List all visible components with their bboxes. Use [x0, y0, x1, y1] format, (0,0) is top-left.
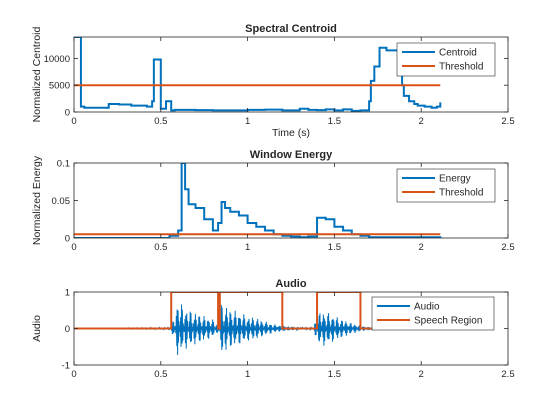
legend-entry: Energy	[439, 174, 471, 185]
series-energy-line	[74, 163, 442, 238]
x-tick-label: 0.5	[154, 369, 167, 380]
y-tick-label: 10000	[44, 54, 70, 65]
y-axis-label: Normalized Energy	[31, 155, 43, 245]
x-tick-label: 2.5	[501, 242, 514, 253]
x-axis-label: Time (s)	[272, 127, 310, 139]
y-tick-label: 1	[65, 288, 70, 299]
axes-box	[73, 36, 509, 113]
x-tick-label: 2.5	[501, 369, 514, 380]
legend-entry: Audio	[414, 302, 440, 313]
x-tick-label: 1	[245, 369, 250, 380]
series-centroid-line	[74, 37, 442, 112]
legend: Energy Threshold	[396, 168, 496, 203]
legend-entry: Threshold	[439, 188, 483, 199]
chart-title: Spectral Centroid	[245, 23, 337, 35]
legend-box	[396, 42, 496, 77]
x-tick-label: 0.5	[154, 242, 167, 253]
y-axis-label: Normalized Centroid	[31, 26, 43, 122]
x-tick-label: 2	[419, 116, 424, 127]
y-tick-label: 0.05	[52, 196, 71, 207]
x-tick-label: 2	[419, 369, 424, 380]
x-tick-label: 1.5	[328, 369, 341, 380]
y-tick-label: 0	[65, 234, 70, 245]
legend-box	[371, 296, 495, 331]
legend-entry: Threshold	[439, 62, 483, 73]
legend-entry: Speech Region	[414, 316, 482, 327]
x-tick-label: 1.5	[328, 242, 341, 253]
x-tick-label: 1	[245, 116, 250, 127]
x-tick-label: 0	[71, 116, 76, 127]
legend: Audio Speech Region	[371, 296, 495, 331]
y-tick-label: 0.1	[57, 159, 70, 170]
subplot-2: 0 0.5 1 1.5 2 2.5 0 0.05 0.1 Window Energy Normali…	[31, 149, 515, 253]
x-tick-label: 1.5	[328, 116, 341, 127]
y-tick-label: 0	[65, 324, 70, 335]
legend-box	[396, 168, 496, 203]
chart-title: Audio	[275, 278, 306, 290]
y-tick-label: 0	[65, 108, 70, 119]
legend: Centroid Threshold	[396, 42, 496, 77]
x-tick-label: 2.5	[501, 116, 514, 127]
x-tick-label: 0	[71, 242, 76, 253]
y-tick-label: 5000	[49, 81, 70, 92]
x-tick-label: 1	[245, 242, 250, 253]
y-axis-label: Audio	[31, 315, 43, 342]
x-tick-label: 0	[71, 369, 76, 380]
series-group	[74, 163, 442, 238]
subplot-1: 0 0.5 1 1.5 2 2.5 0 5000 10000 Spectral Centroid N…	[31, 23, 515, 139]
x-tick-label: 0.5	[154, 116, 167, 127]
x-tick-label: 2	[419, 242, 424, 253]
legend-entry: Centroid	[439, 48, 477, 59]
chart-title: Window Energy	[250, 149, 333, 161]
y-tick-label: -1	[62, 361, 70, 372]
series-group	[74, 37, 442, 112]
